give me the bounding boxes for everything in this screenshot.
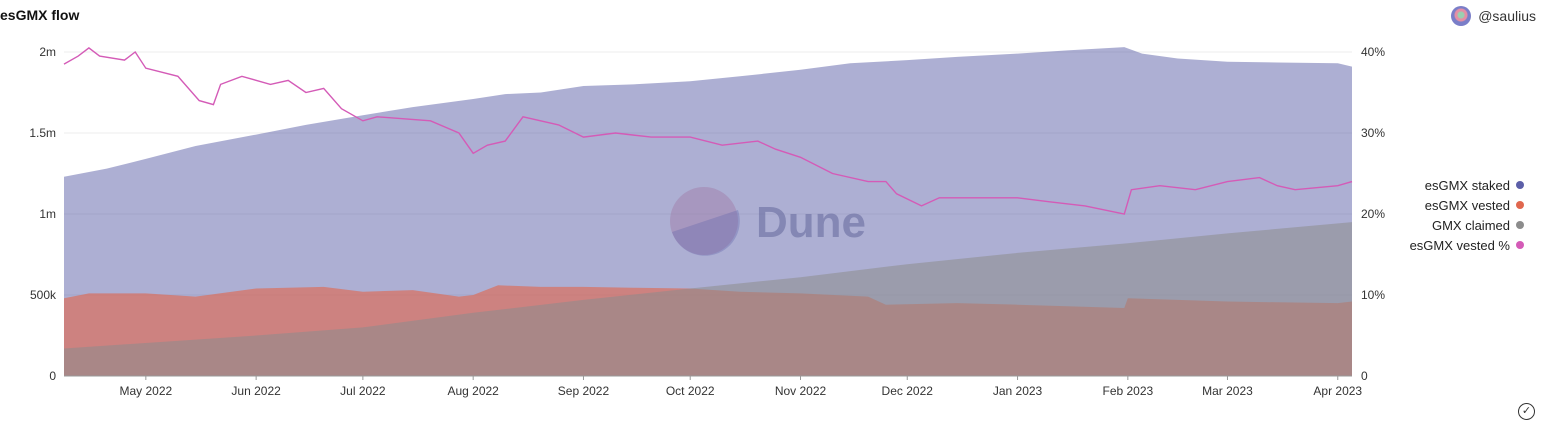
y-right-tick-label: 10% <box>1361 288 1385 302</box>
y-left-tick-label: 0 <box>49 369 56 383</box>
x-tick-label: Jun 2022 <box>231 384 281 398</box>
legend-item-vested-pct[interactable]: esGMX vested % <box>1410 235 1524 255</box>
y-left-tick-label: 500k <box>30 288 57 302</box>
legend-swatch <box>1516 181 1524 189</box>
area-gmx-claimed <box>64 222 1352 376</box>
x-tick-label: Apr 2023 <box>1313 384 1362 398</box>
y-right-tick-label: 0 <box>1361 369 1368 383</box>
legend-label: esGMX vested % <box>1409 237 1510 253</box>
legend-item-claimed[interactable]: GMX claimed <box>1410 215 1524 235</box>
x-tick-label: Dec 2022 <box>882 384 934 398</box>
legend-swatch <box>1516 201 1524 209</box>
y-left-tick-label: 1.5m <box>29 126 56 140</box>
legend-swatch <box>1516 221 1524 229</box>
right-axis: 0 10% 20% 30% 40% <box>1361 45 1385 383</box>
legend-label: esGMX staked <box>1424 177 1510 193</box>
x-tick-label: Mar 2023 <box>1202 384 1253 398</box>
x-tick-label: Sep 2022 <box>558 384 610 398</box>
x-tick-label: Jan 2023 <box>993 384 1043 398</box>
avatar <box>1451 6 1472 26</box>
chart-title: esGMX flow <box>0 7 80 23</box>
legend: esGMX staked esGMX vested GMX claimed es… <box>1410 175 1524 255</box>
y-right-tick-label: 20% <box>1361 207 1385 221</box>
x-tick-label: Jul 2022 <box>340 384 386 398</box>
y-left-tick-label: 1m <box>39 207 56 221</box>
left-axis: 0 500k 1m 1.5m 2m <box>29 45 57 383</box>
line-esgmx-vested-pct <box>63 47 1353 215</box>
x-tick-label: Feb 2023 <box>1102 384 1153 398</box>
x-tick-label: Aug 2022 <box>447 384 499 398</box>
legend-item-vested[interactable]: esGMX vested <box>1410 195 1524 215</box>
x-tick-label: Nov 2022 <box>775 384 827 398</box>
username: @saulius <box>1478 8 1536 24</box>
series-lines <box>63 47 1353 215</box>
y-right-tick-label: 30% <box>1361 126 1385 140</box>
legend-label: GMX claimed <box>1431 217 1510 233</box>
x-tick-label: May 2022 <box>119 384 172 398</box>
x-tick-label: Oct 2022 <box>666 384 715 398</box>
legend-swatch <box>1516 241 1524 249</box>
x-axis: May 2022 Jun 2022 Jul 2022 Aug 2022 Sep 2022… <box>64 375 1362 398</box>
user-badge[interactable]: @saulius <box>1451 6 1536 26</box>
y-left-tick-label: 2m <box>39 45 56 59</box>
check-circle-icon[interactable]: ✓ <box>1518 403 1535 420</box>
legend-item-staked[interactable]: esGMX staked <box>1410 175 1524 195</box>
legend-label: esGMX vested <box>1424 197 1510 213</box>
series-areas <box>64 47 1352 376</box>
y-right-tick-label: 40% <box>1361 45 1385 59</box>
